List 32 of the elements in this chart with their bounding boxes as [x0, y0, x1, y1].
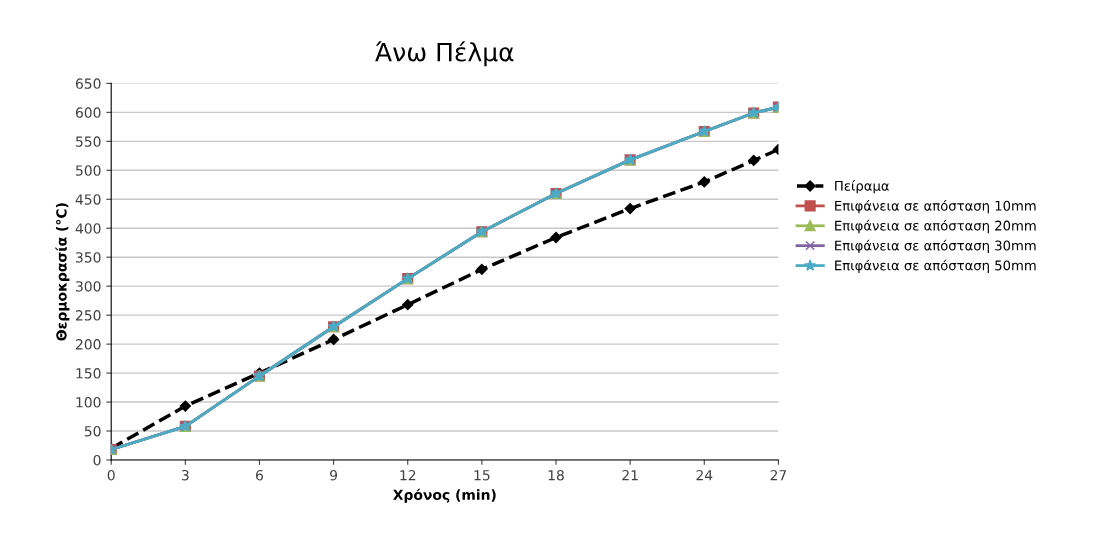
- legend-label: Επιφάνεια σε απόσταση 50mm: [835, 259, 1036, 273]
- x-tick-label: 18: [548, 469, 564, 481]
- y-tick-label: 650: [75, 78, 101, 89]
- y-axis-title: Θερμοκρασία (°C): [55, 203, 70, 341]
- x-tick-label: 27: [770, 469, 787, 481]
- legend-label: Πείραμα: [835, 180, 889, 194]
- x-tick-label: 0: [107, 469, 115, 481]
- y-tick-label: 550: [76, 136, 101, 147]
- y-tick-label: 200: [75, 339, 101, 350]
- y-tick-label: 600: [75, 107, 101, 118]
- y-tick-label: 450: [75, 194, 101, 205]
- legend-label: Επιφάνεια σε απόσταση 10mm: [835, 199, 1036, 214]
- y-tick-label: 0: [93, 454, 101, 466]
- x-tick-label: 6: [256, 469, 264, 481]
- y-tick-label: 500: [76, 165, 101, 176]
- y-tick-label: 150: [76, 368, 101, 379]
- x-tick-label: 24: [696, 469, 713, 481]
- x-tick-label: 15: [474, 470, 490, 481]
- y-tick-label: 100: [76, 397, 101, 408]
- x-axis-title: Χρόνος (min): [393, 488, 496, 503]
- x-tick-label: 12: [400, 469, 416, 481]
- legend-label: Επιφάνεια σε απόσταση 30mm: [835, 239, 1036, 254]
- chart-title: Άνω Πέλμα: [375, 41, 514, 67]
- y-tick-label: 400: [75, 223, 101, 234]
- x-tick-label: 21: [622, 469, 638, 481]
- y-tick-label: 350: [76, 252, 101, 263]
- legend-label: Επιφάνεια σε απόσταση 20mm: [835, 219, 1036, 234]
- x-tick-label: 3: [181, 469, 189, 481]
- y-tick-label: 50: [84, 425, 101, 437]
- y-tick-label: 250: [75, 310, 101, 321]
- y-tick-label: 300: [76, 281, 101, 292]
- x-tick-label: 9: [330, 469, 338, 481]
